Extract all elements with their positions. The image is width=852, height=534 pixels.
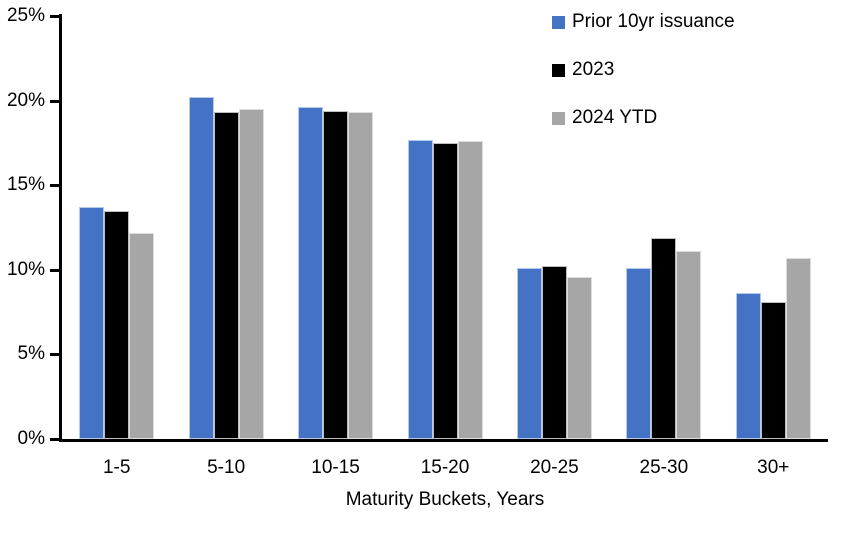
bar-2024-ytd-20-25 — [566, 276, 592, 439]
x-tick-label-20-25: 20-25 — [530, 457, 579, 478]
y-tick-label-0: 0% — [17, 428, 45, 449]
legend: Prior 10yr issuance 2023 2024 YTD — [552, 10, 735, 154]
bar-2023-20-25 — [541, 266, 567, 439]
y-axis-tick — [50, 184, 59, 188]
bar-2024-ytd-30 — [785, 257, 811, 439]
y-axis-tick — [50, 353, 59, 357]
x-tick-label-5-10: 5-10 — [207, 457, 246, 478]
bar-prior-10yr-issuance-20-25 — [516, 268, 542, 439]
legend-swatch-prior-10yr-issuance-icon — [552, 15, 565, 29]
x-tick-label-10-15: 10-15 — [311, 457, 360, 478]
y-axis-tick — [50, 15, 59, 18]
legend-item-2023: 2023 — [552, 58, 735, 82]
legend-swatch-2024-ytd-icon — [552, 111, 565, 125]
legend-label-2023: 2023 — [572, 59, 615, 80]
x-axis-title: Maturity Buckets, Years — [345, 489, 545, 510]
bar-prior-10yr-issuance-25-30 — [626, 268, 652, 439]
y-tick-label-5: 5% — [17, 343, 45, 365]
bar-prior-10yr-issuance-5-10 — [188, 97, 214, 439]
y-axis-tick — [50, 438, 59, 441]
bar-2024-ytd-5-10 — [238, 109, 264, 439]
bar-prior-10yr-issuance-10-15 — [298, 107, 324, 439]
y-tick-label-25: 25% — [6, 5, 45, 26]
x-tick-label-25-30: 25-30 — [639, 457, 689, 478]
bar-2023-15-20 — [432, 142, 458, 439]
bar-2023-5-10 — [213, 112, 239, 439]
y-tick-label-20: 20% — [6, 89, 45, 111]
bar-prior-10yr-issuance-1-5 — [79, 207, 105, 439]
bar-2024-ytd-1-5 — [129, 232, 155, 439]
x-tick-label-15-20: 15-20 — [420, 457, 470, 478]
bar-2023-30 — [760, 301, 786, 439]
y-axis-line — [59, 14, 62, 442]
bar-2024-ytd-15-20 — [457, 141, 483, 439]
y-tick-label-10: 10% — [6, 258, 45, 280]
legend-swatch-2023-icon — [552, 63, 565, 77]
bar-2023-1-5 — [104, 210, 130, 439]
bar-2023-25-30 — [651, 237, 677, 439]
y-axis-tick — [50, 99, 59, 103]
y-axis-tick — [50, 268, 59, 272]
legend-label-prior-10yr-issuance: Prior 10yr issuance — [572, 11, 735, 32]
bar-prior-10yr-issuance-15-20 — [407, 139, 433, 439]
bar-2024-ytd-10-15 — [348, 112, 374, 439]
legend-label-2024-ytd: 2024 YTD — [572, 107, 658, 128]
legend-item-2024-ytd: 2024 YTD — [552, 106, 735, 130]
y-tick-label-15: 15% — [6, 174, 45, 196]
x-tick-label-30: 30+ — [757, 457, 790, 478]
bar-2023-10-15 — [323, 110, 349, 439]
x-tick-label-1-5: 1-5 — [102, 457, 131, 478]
x-axis-line — [59, 439, 828, 442]
bar-prior-10yr-issuance-30 — [735, 293, 761, 439]
legend-item-prior-10yr-issuance: Prior 10yr issuance — [552, 10, 735, 34]
bar-2024-ytd-25-30 — [676, 251, 702, 439]
